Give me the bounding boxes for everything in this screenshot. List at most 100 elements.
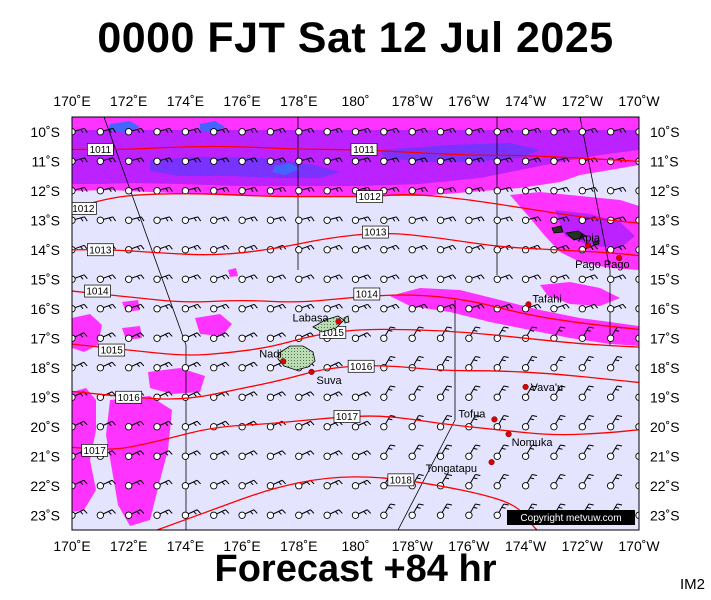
place-label: Tongatapu (426, 463, 477, 475)
lat-label-right: 19˚S (650, 389, 680, 405)
wind-barb (323, 127, 343, 136)
lat-label-left: 16˚S (30, 301, 60, 317)
isobar-line (72, 328, 639, 356)
wind-barb (351, 303, 372, 313)
wind-barb (96, 479, 116, 490)
wind-barb (380, 274, 400, 283)
isobar-line (72, 290, 639, 331)
chart-title: 0000 FJT Sat 12 Jul 2025 (97, 14, 614, 62)
wind-barb (408, 127, 428, 136)
wind-barb (550, 415, 566, 431)
lon-label-top: 176˚W (448, 93, 490, 109)
wind-barb (295, 127, 315, 136)
wind-barb (380, 415, 396, 431)
wind-barb (238, 216, 258, 224)
wind-barb (436, 216, 457, 224)
wind-barb (266, 216, 287, 224)
rain-west-5 (195, 314, 232, 336)
isobar-label: 1016 (347, 359, 375, 373)
place-label: Tafahi (532, 293, 561, 305)
corner-tag: IM2 (679, 576, 705, 593)
wind-barb (521, 274, 542, 283)
wind-barb (125, 157, 145, 165)
wind-barb (408, 503, 424, 519)
lat-label-left: 18˚S (30, 360, 60, 376)
wind-barb (550, 303, 570, 313)
isobar-label: 1017 (81, 444, 109, 457)
wind-barb (153, 157, 173, 165)
isobar-label: 1013 (361, 225, 389, 239)
wind-barb (408, 303, 428, 313)
isobar-label: 1016 (115, 390, 143, 404)
isobar-line (72, 193, 639, 224)
wind-barb (295, 244, 315, 254)
wind-barb (380, 385, 396, 401)
wind-barb (125, 361, 145, 372)
wind-barb (72, 216, 88, 224)
wind-barb (153, 361, 173, 372)
wind-barb (465, 303, 485, 313)
wind-barb (380, 127, 400, 136)
wind-barb (550, 216, 570, 224)
wind-barb (351, 157, 372, 165)
place-marker: Pago Pago (575, 254, 630, 271)
wind-barb (125, 332, 145, 342)
wind-barb (266, 479, 287, 490)
wind-barb (125, 186, 145, 195)
wind-barb (578, 274, 598, 283)
lat-label-right: 14˚S (650, 242, 680, 258)
wind-barb (351, 391, 372, 401)
lon-label-top: 174˚E (167, 93, 204, 109)
wind-barb (521, 356, 538, 372)
wind-barb (295, 157, 315, 165)
wind-barb (266, 509, 287, 519)
lat-label-left: 15˚S (30, 271, 60, 287)
wind-barb (181, 303, 202, 313)
rain-west-4 (148, 368, 205, 394)
wind-barb (436, 444, 453, 460)
wind-barb (465, 385, 481, 401)
wind-barb (408, 444, 424, 460)
wind-barb (96, 216, 117, 224)
wind-barb (238, 509, 258, 519)
wind-barb (380, 216, 400, 224)
wind-barb (607, 356, 623, 372)
wind-barb (181, 127, 202, 136)
wind-barb (351, 450, 372, 460)
wind-barb (408, 157, 428, 165)
place-label: Nomuka (512, 437, 554, 449)
wind-barb (153, 244, 173, 254)
wind-barb (493, 216, 513, 224)
wind-barb (607, 244, 627, 254)
place-marker: Apia (578, 232, 601, 249)
isobar-label: 1015 (98, 343, 126, 357)
lon-label-bottom: 180˚ (341, 538, 369, 554)
wind-barb (323, 157, 343, 165)
wind-barb (436, 415, 453, 431)
svg-text:1013: 1013 (364, 228, 387, 239)
wind-barb (521, 127, 542, 136)
wind-barb (96, 303, 117, 313)
wind-barb (408, 326, 424, 342)
wind-barb (238, 479, 258, 490)
lon-label-bottom: 172˚W (562, 538, 604, 554)
wind-barb (295, 274, 315, 283)
wind-barb (210, 332, 230, 342)
lat-label-left: 23˚S (30, 507, 60, 523)
wind-barb (210, 509, 230, 519)
lat-label-left: 11˚S (31, 153, 60, 169)
wind-barb (323, 509, 343, 519)
lon-label-top: 170˚E (53, 93, 90, 109)
wind-barb (578, 356, 594, 372)
places-layer: Apia Pago Pago Tafahi Labasa Nadi Suva Vava'u T… (259, 232, 629, 475)
wind-barb (521, 303, 542, 313)
lon-label-top: 170˚W (618, 93, 660, 109)
wind-barb (125, 479, 145, 490)
isobar-line (72, 365, 639, 400)
wind-barb (238, 244, 258, 254)
land-upolu (565, 230, 587, 241)
wind-barb (465, 186, 485, 195)
lat-label-right: 11˚S (650, 153, 679, 169)
isobar-line (72, 232, 639, 257)
